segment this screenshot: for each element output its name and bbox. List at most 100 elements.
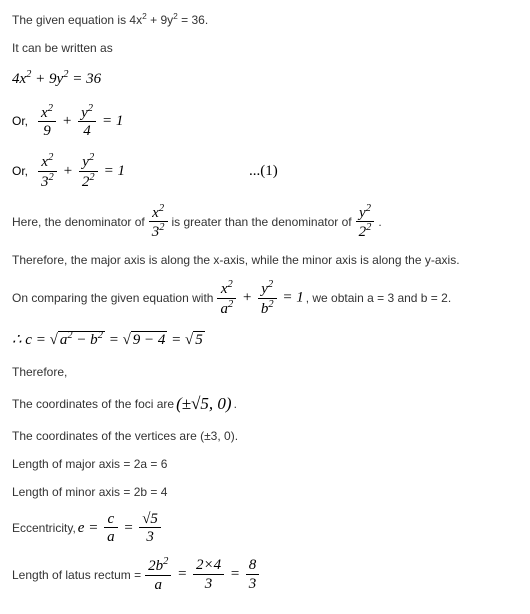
num: √5 xyxy=(139,511,161,529)
num: x xyxy=(221,281,228,297)
den: 4 xyxy=(78,122,96,140)
fraction: y2 22 xyxy=(356,203,375,242)
fraction: 2b2 a xyxy=(145,556,171,594)
sup: 2 xyxy=(366,222,371,233)
math: ∴ c = xyxy=(12,332,50,348)
sup: 2 xyxy=(48,152,53,163)
equation-c: ∴ c = √a2 − b2 = √9 − 4 = √5 xyxy=(12,328,518,352)
num: 2b xyxy=(148,558,163,574)
fraction: √5 3 xyxy=(139,511,161,547)
num: y xyxy=(359,205,366,221)
equals: = xyxy=(123,520,137,536)
eq-number: ...(1) xyxy=(249,160,278,183)
math: x2 a2 + y2 b2 = 1 xyxy=(215,279,303,318)
text-compare-general: On comparing the given equation with x2 … xyxy=(12,279,518,318)
or-label: Or, xyxy=(12,112,28,130)
num: x xyxy=(152,205,159,221)
sup: 2 xyxy=(268,299,273,310)
text: = 36. xyxy=(178,13,208,27)
den: a xyxy=(104,528,118,546)
fraction: 8 3 xyxy=(246,557,260,593)
text-latus-rectum: Length of latus rectum = 2b2 a = 2×4 3 =… xyxy=(12,556,518,594)
fraction: x2 32 xyxy=(38,152,57,191)
text: Length of latus rectum = xyxy=(12,566,141,584)
sup: 2 xyxy=(49,172,54,183)
sup: 2 xyxy=(228,299,233,310)
equals: = 1 xyxy=(102,110,123,133)
equals: = 1 xyxy=(104,160,125,183)
math: 5 xyxy=(193,331,205,348)
text-eccentricity: Eccentricity, e = c a = √5 3 xyxy=(12,511,518,547)
equation-3: Or, x2 32 + y2 22 = 1 ...(1) xyxy=(12,152,518,191)
math: = xyxy=(167,332,185,348)
sup: 2 xyxy=(228,279,233,290)
math: − b xyxy=(73,332,98,348)
text-denominator-compare: Here, the denominator of x2 32 is greate… xyxy=(12,203,518,242)
equals: = xyxy=(177,566,191,582)
fraction: x2 32 xyxy=(149,203,168,242)
sup: 2 xyxy=(159,222,164,233)
text-therefore: Therefore, xyxy=(12,363,518,381)
text-major-axis: Length of major axis = 2a = 6 xyxy=(12,455,518,473)
fraction: y2 4 xyxy=(78,103,96,141)
fraction: 2×4 3 xyxy=(193,557,224,593)
text-minor-axis: Length of minor axis = 2b = 4 xyxy=(12,483,518,501)
text: + 9y xyxy=(147,13,173,27)
text-axis-conclusion: Therefore, the major axis is along the x… xyxy=(12,251,518,269)
text-vertices: The coordinates of the vertices are (±3,… xyxy=(12,427,518,445)
math: + 9y xyxy=(31,71,63,87)
den: 9 xyxy=(38,122,56,140)
text-line-1: The given equation is 4x2 + 9y2 = 36. xyxy=(12,10,518,29)
math: 4x xyxy=(12,71,26,87)
equation-1: 4x2 + 9y2 = 36 xyxy=(12,67,518,91)
sup: 2 xyxy=(48,103,53,114)
text: , we obtain a = 3 and b = 2. xyxy=(306,289,451,307)
sup: 2 xyxy=(268,279,273,290)
text: is greater than the denominator of xyxy=(172,213,352,231)
sup: 2 xyxy=(159,203,164,214)
equals: = xyxy=(230,566,244,582)
text: Eccentricity, xyxy=(12,519,76,537)
den: 2 xyxy=(359,224,367,240)
den: 3 xyxy=(139,528,161,546)
num: c xyxy=(104,511,118,529)
sup: 2 xyxy=(88,103,93,114)
den: 3 xyxy=(246,575,260,593)
text: On comparing the given equation with xyxy=(12,289,213,307)
sup: 2 xyxy=(98,330,103,341)
text: Here, the denominator of xyxy=(12,213,145,231)
num: y xyxy=(82,154,89,170)
equation-2: Or, x2 9 + y2 4 = 1 xyxy=(12,103,518,141)
plus: + xyxy=(62,110,72,133)
text-foci: The coordinates of the foci are (±√5, 0)… xyxy=(12,391,518,417)
den: 3 xyxy=(193,575,224,593)
fraction: y2 22 xyxy=(79,152,98,191)
sup: 2 xyxy=(366,203,371,214)
text: The coordinates of the foci are xyxy=(12,395,174,413)
sup: 2 xyxy=(89,152,94,163)
text: The given equation is 4x xyxy=(12,13,142,27)
sup: 2 xyxy=(89,172,94,183)
math: (±√5, 0) xyxy=(176,391,231,417)
fraction: y2 b2 xyxy=(258,279,277,318)
fraction: c a xyxy=(104,511,118,547)
num: y xyxy=(81,105,88,121)
den: 3 xyxy=(41,174,49,190)
num: y xyxy=(261,281,268,297)
num: x xyxy=(41,105,48,121)
equals: = 1 xyxy=(282,290,303,306)
sup: 2 xyxy=(163,556,168,567)
math: = 36 xyxy=(68,71,101,87)
math: e = xyxy=(78,520,102,536)
plus: + xyxy=(242,290,256,306)
math: 2b2 a = 2×4 3 = 8 3 xyxy=(143,556,261,594)
math: 9 − 4 xyxy=(131,331,168,348)
fraction: x2 9 xyxy=(38,103,56,141)
den: a xyxy=(145,576,171,594)
math: e = c a = √5 3 xyxy=(78,511,163,547)
math: = xyxy=(105,332,123,348)
text-line-2: It can be written as xyxy=(12,39,518,57)
den: a xyxy=(220,301,228,317)
fraction: x2 a2 xyxy=(217,279,236,318)
plus: + xyxy=(63,160,73,183)
